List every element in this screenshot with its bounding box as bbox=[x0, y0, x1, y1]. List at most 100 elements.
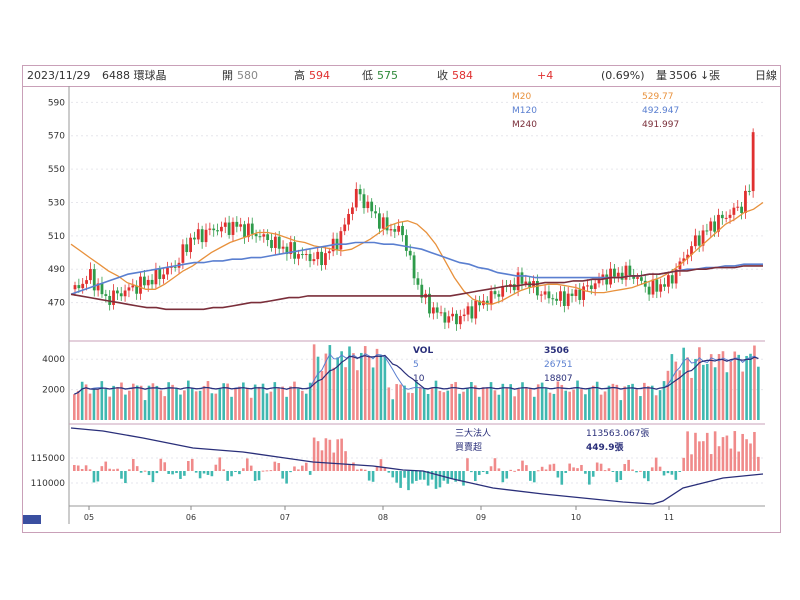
candlestick bbox=[123, 284, 127, 302]
volume-bar bbox=[462, 391, 465, 420]
volume-bar bbox=[151, 383, 155, 420]
inst-net-bar bbox=[363, 469, 367, 471]
volume-bar bbox=[198, 390, 202, 420]
candle-body bbox=[493, 291, 497, 295]
candlestick bbox=[343, 217, 347, 236]
candlestick bbox=[435, 302, 439, 319]
inst-net-bar bbox=[312, 437, 316, 471]
candlestick bbox=[509, 280, 512, 294]
inst-net-bar bbox=[576, 468, 579, 471]
volume-bar bbox=[694, 358, 697, 420]
price-y-tick-label: 590 bbox=[48, 98, 65, 108]
candle-body bbox=[235, 221, 239, 227]
candle-body bbox=[115, 290, 119, 294]
inst-net-bar bbox=[725, 435, 729, 471]
volume-bar bbox=[187, 380, 190, 420]
candle-body bbox=[381, 217, 385, 229]
volume-bar bbox=[556, 381, 560, 420]
inst-net-bar bbox=[603, 470, 607, 472]
volume-bar bbox=[615, 384, 619, 420]
candle-body bbox=[324, 253, 327, 266]
candlestick bbox=[451, 307, 455, 321]
candlestick bbox=[347, 208, 350, 231]
volume-bar bbox=[312, 344, 316, 420]
candle-body bbox=[139, 276, 142, 294]
close-label: 收 bbox=[437, 69, 448, 82]
volume-label: 量 bbox=[656, 69, 667, 82]
change-percent: (0.69%) bbox=[601, 69, 645, 82]
inst-net-bar bbox=[745, 439, 748, 471]
candlestick bbox=[77, 278, 81, 293]
inst-net-bar bbox=[422, 471, 426, 480]
candlestick bbox=[640, 270, 643, 286]
candle-body bbox=[416, 278, 420, 285]
candle-body bbox=[374, 211, 377, 214]
candlestick bbox=[586, 279, 589, 292]
candlestick bbox=[443, 307, 447, 330]
candle-body bbox=[435, 307, 439, 313]
volume-bar bbox=[713, 367, 717, 420]
volume-bar bbox=[253, 384, 257, 420]
inst-net-bar bbox=[434, 471, 438, 489]
candle-body bbox=[420, 284, 424, 298]
candlestick bbox=[270, 233, 273, 252]
inst-net-bar bbox=[674, 471, 678, 480]
inst-net-bar bbox=[104, 461, 108, 471]
volume-bar bbox=[73, 394, 76, 420]
volume-bar bbox=[242, 382, 245, 420]
candle-body bbox=[343, 224, 347, 232]
price-y-tick-label: 490 bbox=[48, 265, 65, 275]
inst-net-bar bbox=[135, 466, 139, 471]
inst-net-bar bbox=[615, 471, 619, 483]
volume-bar bbox=[442, 392, 446, 420]
candle-body bbox=[266, 234, 270, 241]
volume-y-tick-label: 2000 bbox=[42, 386, 65, 396]
candlestick bbox=[624, 261, 628, 287]
candlestick bbox=[482, 294, 485, 309]
volume-bar bbox=[505, 387, 509, 420]
candle-body bbox=[85, 280, 88, 284]
volume-bar bbox=[320, 370, 324, 420]
candle-body bbox=[574, 289, 578, 296]
volume-bar bbox=[304, 393, 308, 420]
volume-bar bbox=[76, 390, 80, 420]
inst-net-bar bbox=[84, 465, 88, 471]
volume-bar bbox=[167, 382, 170, 420]
volume-bar bbox=[560, 384, 564, 420]
candlestick bbox=[401, 221, 404, 242]
inst-net-bar bbox=[171, 471, 174, 475]
inst-net-bar bbox=[635, 471, 638, 473]
candle-body bbox=[316, 251, 320, 260]
volume-bar bbox=[112, 385, 115, 420]
volume-bar bbox=[670, 354, 674, 420]
candlestick bbox=[385, 210, 389, 235]
candle-body bbox=[466, 306, 470, 315]
candle-body bbox=[686, 254, 690, 259]
inst-net-bar bbox=[737, 451, 741, 471]
legend-vol5-value: 26751 bbox=[544, 360, 573, 370]
inst-net-bar bbox=[623, 464, 626, 471]
candlestick bbox=[431, 302, 435, 320]
volume-bar bbox=[619, 400, 623, 420]
candlestick bbox=[643, 275, 647, 293]
candlestick bbox=[216, 223, 219, 236]
volume-bar bbox=[415, 381, 418, 420]
candlestick bbox=[724, 211, 728, 223]
candle-body bbox=[293, 242, 297, 259]
inst-net-bar bbox=[183, 471, 186, 476]
inst-net-bar bbox=[100, 466, 104, 471]
inst-net-bar bbox=[206, 471, 210, 475]
inst-net-bar bbox=[662, 471, 666, 476]
inst-net-bar bbox=[253, 471, 257, 481]
candlestick bbox=[520, 267, 524, 291]
candlestick bbox=[212, 224, 216, 237]
inst-net-bar bbox=[670, 471, 674, 475]
candle-body bbox=[447, 316, 451, 323]
candlestick bbox=[208, 222, 212, 236]
candle-body bbox=[146, 279, 150, 286]
inst-net-bar bbox=[654, 457, 658, 471]
ma-line-m240 bbox=[70, 265, 763, 311]
candlestick bbox=[162, 268, 166, 284]
inst-net-bar bbox=[245, 458, 249, 471]
inst-net-bar bbox=[481, 471, 485, 472]
